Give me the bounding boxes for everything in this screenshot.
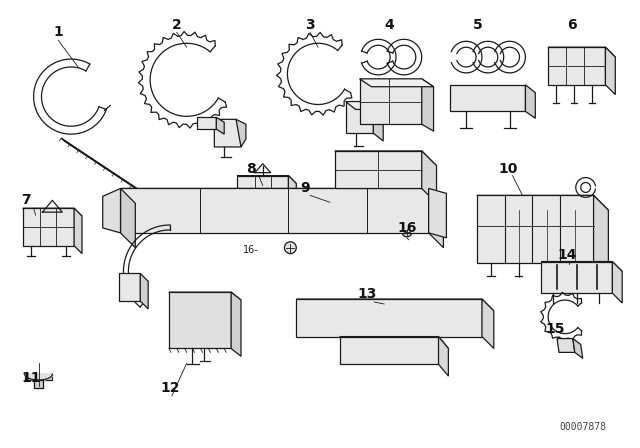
Text: 1: 1 [53,26,63,39]
Text: 10: 10 [498,162,517,176]
Polygon shape [346,102,383,109]
Circle shape [330,313,340,323]
Polygon shape [335,151,436,166]
Text: 15: 15 [545,322,564,336]
Polygon shape [120,189,444,203]
Polygon shape [216,117,224,134]
Text: 16-: 16- [243,245,259,254]
Polygon shape [169,292,241,300]
Polygon shape [140,273,148,309]
Polygon shape [525,85,535,118]
Polygon shape [236,119,246,147]
Circle shape [404,313,414,323]
Polygon shape [438,336,449,376]
Polygon shape [360,79,422,124]
Circle shape [364,345,374,355]
Polygon shape [451,85,525,112]
Polygon shape [237,176,296,184]
Polygon shape [482,299,494,349]
Polygon shape [429,189,447,238]
Text: 13: 13 [358,287,377,301]
Text: 11: 11 [22,371,42,385]
Circle shape [369,313,380,323]
Polygon shape [25,374,52,380]
Polygon shape [296,299,482,336]
Text: 8: 8 [246,162,256,176]
Polygon shape [118,273,140,301]
Polygon shape [120,189,135,248]
Polygon shape [593,195,609,277]
Polygon shape [541,262,612,293]
Text: 16: 16 [397,221,417,235]
Circle shape [402,227,412,237]
Polygon shape [422,79,433,131]
Text: 4: 4 [384,17,394,31]
Polygon shape [422,151,436,203]
Polygon shape [548,47,605,85]
Polygon shape [61,138,188,223]
Polygon shape [573,339,582,358]
Text: 12: 12 [160,381,180,395]
Polygon shape [340,336,438,364]
Polygon shape [33,380,44,388]
Polygon shape [120,189,429,233]
Polygon shape [169,292,231,349]
Polygon shape [477,195,609,210]
Polygon shape [477,195,593,263]
Text: 7: 7 [21,193,31,207]
Text: 5: 5 [473,17,483,31]
Polygon shape [346,102,373,133]
Text: 2: 2 [172,17,182,31]
Polygon shape [335,151,422,189]
Polygon shape [231,292,241,356]
Polygon shape [289,176,296,211]
Polygon shape [196,117,216,129]
Polygon shape [557,339,575,353]
Text: 14: 14 [557,248,577,262]
Polygon shape [340,336,449,349]
Polygon shape [214,119,241,147]
Polygon shape [103,189,120,233]
Polygon shape [541,262,622,271]
Polygon shape [296,299,494,311]
Polygon shape [23,208,74,246]
Polygon shape [612,262,622,303]
Polygon shape [605,47,615,95]
Text: 9: 9 [300,181,310,195]
Circle shape [284,242,296,254]
Circle shape [438,313,449,323]
Circle shape [394,345,404,355]
Text: 3: 3 [305,17,315,31]
Polygon shape [74,208,82,254]
Polygon shape [360,79,433,87]
Polygon shape [237,176,289,203]
Polygon shape [373,102,383,141]
Text: 6: 6 [567,17,577,31]
Text: 00007878: 00007878 [559,422,607,432]
Polygon shape [23,208,82,216]
Polygon shape [548,47,615,57]
Polygon shape [429,189,444,248]
